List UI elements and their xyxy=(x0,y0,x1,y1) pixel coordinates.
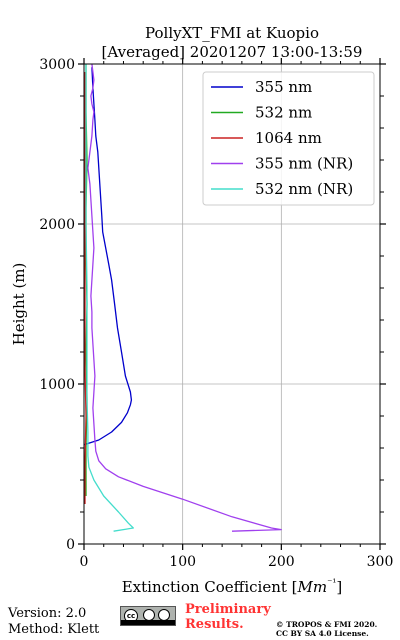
footer-info: Version: 2.0 Method: Klett xyxy=(8,606,99,638)
preliminary-results-note: Preliminary Results. xyxy=(185,602,271,632)
copyright-line-2: CC BY SA 4.0 License. xyxy=(276,629,369,638)
y-tick-label: 1000 xyxy=(39,377,75,393)
y-tick-label: 2000 xyxy=(39,217,75,233)
x-tick-label: 200 xyxy=(268,554,295,570)
legend-label-4: 532 nm (NR) xyxy=(255,180,353,198)
y-axis-label: Height (m) xyxy=(10,263,28,346)
copyright-line-1: © TROPOS & FMI 2020. xyxy=(276,620,378,629)
series-line-4 xyxy=(85,64,134,532)
x-tick-label: 0 xyxy=(80,554,89,570)
cc-badge-bar xyxy=(121,620,175,625)
chart-title-line-2: [Averaged] 20201207 13:00-13:59 xyxy=(102,43,363,61)
legend-label-3: 355 nm (NR) xyxy=(255,155,353,173)
y-tick-label: 0 xyxy=(66,537,75,553)
y-tick-label: 3000 xyxy=(39,57,75,73)
series-lines xyxy=(83,63,282,532)
method-text: Method: Klett xyxy=(8,622,100,637)
version-text: Version: 2.0 xyxy=(8,606,87,621)
preliminary-text: Preliminary xyxy=(185,602,271,617)
legend: 355 nm 532 nm 1064 nm 355 nm (NR) 532 nm (NR… xyxy=(202,71,375,206)
chart-area: PollyXT_FMI at Kuopio [Averaged] 2020120… xyxy=(10,24,394,596)
x-axis-label: Extinction Coefficient [Mm⁻¹] xyxy=(122,578,343,596)
series-line-2 xyxy=(84,72,87,504)
x-tick-label: 100 xyxy=(169,554,196,570)
legend-box xyxy=(202,71,375,206)
chart-title-line-1: PollyXT_FMI at Kuopio xyxy=(145,24,319,42)
results-text: Results. xyxy=(185,617,244,632)
series-line-0 xyxy=(83,67,133,446)
legend-label-2: 1064 nm xyxy=(255,129,322,147)
legend-label-0: 355 nm xyxy=(255,78,312,96)
plot-frame xyxy=(83,63,381,545)
cc-license-badge: cc xyxy=(120,606,176,626)
legend-label-1: 532 nm xyxy=(255,104,312,122)
series-line-3 xyxy=(87,63,282,532)
copyright-notice: © TROPOS & FMI 2020. CC BY SA 4.0 Licens… xyxy=(276,620,377,638)
x-tick-label: 300 xyxy=(367,554,394,570)
